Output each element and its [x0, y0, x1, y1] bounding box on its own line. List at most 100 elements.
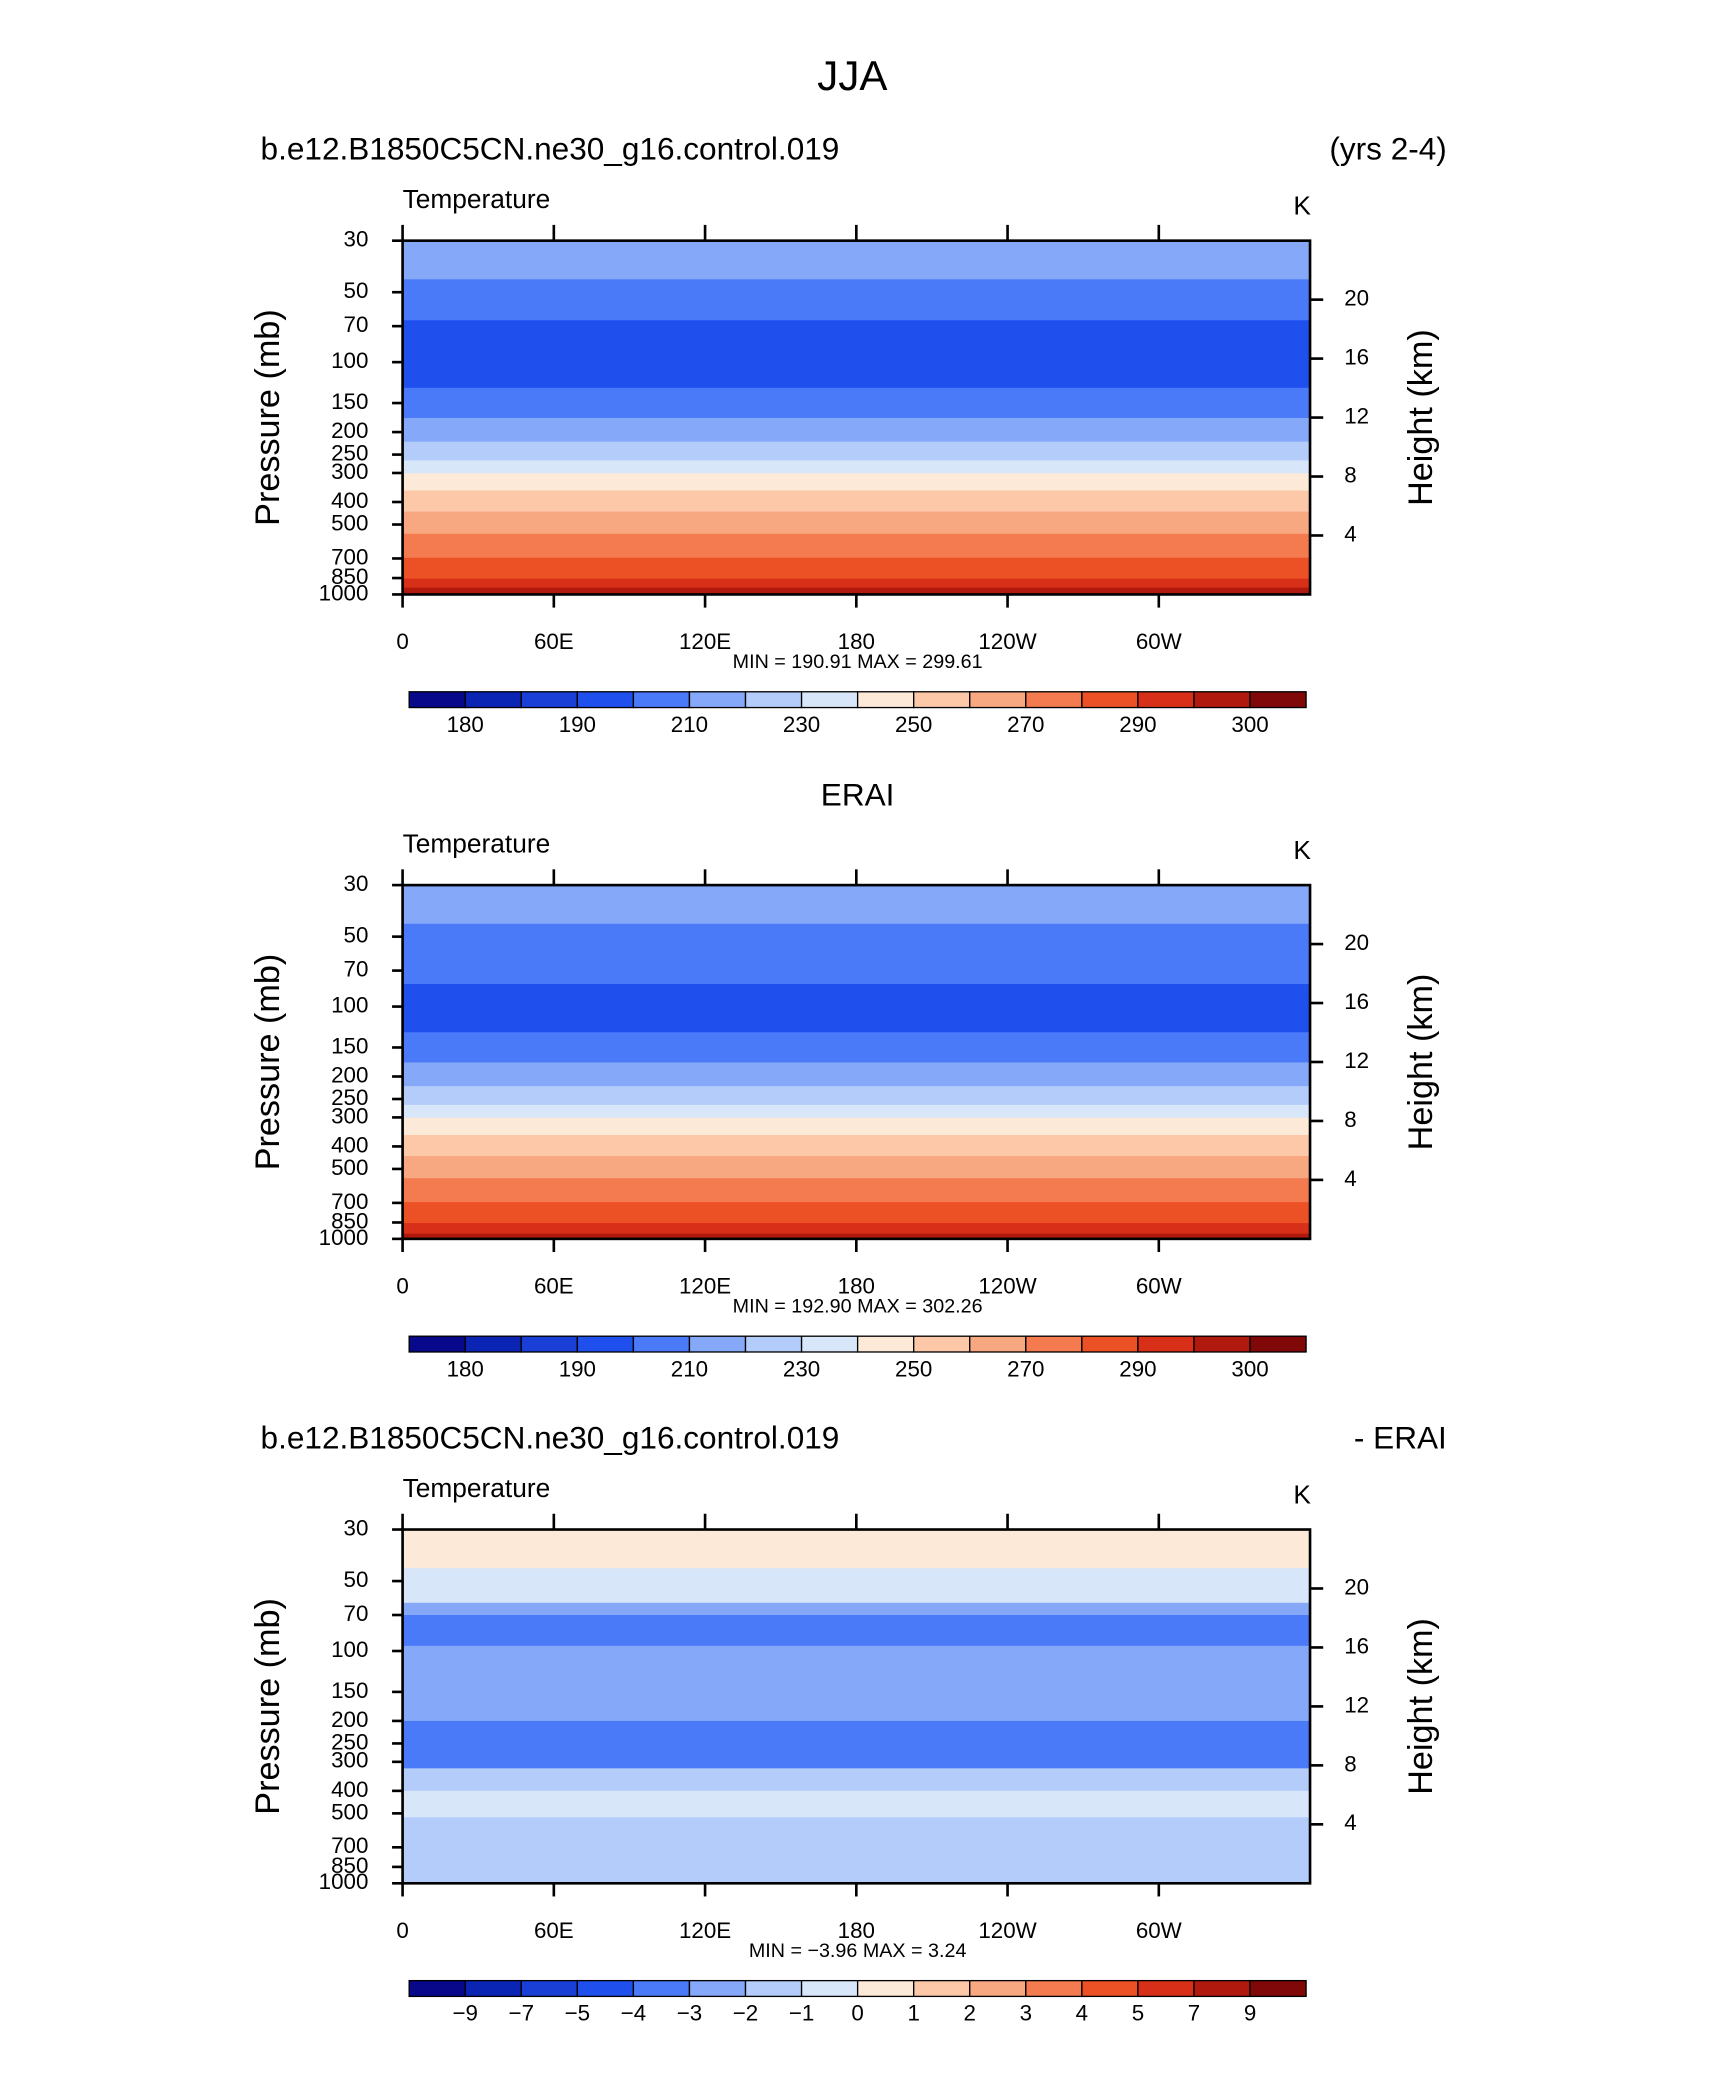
y-tick-label: 850 [331, 1208, 368, 1233]
y2-tick-label: 8 [1344, 1751, 1356, 1776]
y-axis-label: Pressure (mb) [249, 1598, 287, 1815]
colorbar-box [1249, 1979, 1307, 1998]
contour-band [402, 1817, 1311, 1884]
y2-tick-label: 12 [1344, 403, 1369, 428]
colorbar-box [1081, 691, 1139, 709]
colorbar-label: 1 [907, 2001, 919, 2026]
colorbar-label: 290 [1119, 1356, 1156, 1381]
y-tick-label: 500 [331, 1799, 368, 1824]
x-tick-label: 0 [396, 1273, 408, 1298]
colorbar-label: 270 [1007, 1356, 1044, 1381]
y-tick-label: 150 [331, 1033, 368, 1058]
contour-band [402, 1233, 1311, 1240]
colorbar-box [408, 1979, 466, 1998]
y2-tick-label: 4 [1344, 1810, 1356, 1835]
x-tick-label: 60E [534, 1918, 574, 1943]
colorbar-box [408, 1335, 466, 1353]
y-tick-label: 700 [331, 544, 368, 569]
colorbar-box [913, 1979, 971, 1998]
contour-band [402, 1062, 1311, 1087]
contour-band [402, 885, 1311, 925]
contour-band [402, 279, 1311, 321]
colorbar-label: 180 [447, 1356, 484, 1381]
colorbar-box [632, 1979, 691, 1998]
y-tick-label: 850 [331, 564, 368, 589]
y2-tick-label: 12 [1344, 1048, 1369, 1073]
colorbar-box [744, 691, 803, 709]
colorbar-box [1249, 691, 1307, 709]
colorbar-label: 300 [1231, 712, 1268, 737]
y2-tick-label: 8 [1344, 462, 1356, 487]
colorbar-label: 230 [783, 712, 820, 737]
colorbar-box [520, 1335, 578, 1353]
colorbar-label: 250 [895, 1356, 932, 1381]
colorbar-label: 180 [447, 712, 484, 737]
units: K [1293, 191, 1311, 221]
y-tick-label: 1000 [319, 1225, 369, 1250]
colorbar-label: 290 [1119, 712, 1156, 737]
contour-band [402, 473, 1311, 492]
y2-tick-label: 16 [1344, 1633, 1369, 1658]
colorbar-box [856, 1979, 915, 1998]
colorbar-label: 190 [559, 712, 596, 737]
contour-band [402, 1202, 1311, 1224]
y-tick-label: 70 [344, 1601, 369, 1626]
contour-band [402, 923, 1311, 985]
contour-band [402, 460, 1311, 474]
colorbar-label: −3 [677, 2001, 702, 2026]
colorbar-box [1249, 1335, 1307, 1353]
y2-tick-label: 12 [1344, 1692, 1369, 1717]
y-tick-label: 300 [331, 459, 368, 484]
panel-title-left: b.e12.B1850C5CN.ne30_g16.control.019 [261, 131, 840, 167]
contour-band [402, 511, 1311, 535]
x-tick-label: 0 [396, 629, 408, 654]
colorbar-label: 230 [783, 1356, 820, 1381]
contour-band [402, 1134, 1311, 1157]
y2-tick-label: 4 [1344, 1166, 1356, 1191]
contour-band [402, 1615, 1311, 1647]
colorbar-box [688, 1335, 747, 1353]
colorbar-label: 250 [895, 712, 932, 737]
y-tick-label: 700 [331, 1189, 368, 1214]
colorbar-box [1193, 1979, 1251, 1998]
panel-title: ERAI [821, 776, 895, 812]
y-tick-label: 250 [331, 440, 368, 465]
y-tick-label: 50 [344, 923, 369, 948]
colorbar-box [1025, 691, 1083, 709]
y-tick-label: 70 [344, 312, 369, 337]
colorbar-label: 7 [1188, 2001, 1200, 2026]
y2-axis-label: Height (km) [1402, 1618, 1440, 1795]
y-tick-label: 250 [331, 1085, 368, 1110]
colorbar-box [1137, 1979, 1195, 1998]
colorbar-box [520, 1979, 578, 1998]
y-tick-label: 30 [344, 1515, 369, 1540]
y-tick-label: 1000 [319, 1869, 369, 1894]
colorbar-box [576, 691, 635, 709]
x-tick-label: 120E [679, 629, 731, 654]
contour-band [402, 1117, 1311, 1136]
contour-band [402, 1104, 1311, 1119]
colorbar-box [632, 691, 691, 709]
min-max-annotation: MIN = 192.90 MAX = 302.26 [733, 1295, 983, 1317]
colorbar-box [632, 1335, 691, 1353]
colorbar-label: 2 [964, 2001, 976, 2026]
y-tick-label: 100 [331, 348, 368, 373]
y2-tick-label: 20 [1344, 1574, 1369, 1599]
units: K [1293, 1480, 1311, 1510]
contour-band [402, 1223, 1311, 1235]
x-tick-label: 180 [838, 629, 875, 654]
x-tick-label: 120E [679, 1918, 731, 1943]
colorbar-box [464, 1979, 522, 1998]
subtitle: Temperature [403, 184, 551, 214]
colorbar-box [688, 691, 747, 709]
y2-axis-label: Height (km) [1402, 329, 1440, 506]
colorbar-box [800, 691, 859, 709]
contour-band [402, 1790, 1311, 1818]
colorbar-box [800, 1979, 859, 1998]
contour-band [402, 240, 1311, 280]
contour-band [402, 1529, 1311, 1569]
x-tick-label: 180 [838, 1273, 875, 1298]
x-tick-label: 60E [534, 629, 574, 654]
contour-band [402, 984, 1311, 1033]
